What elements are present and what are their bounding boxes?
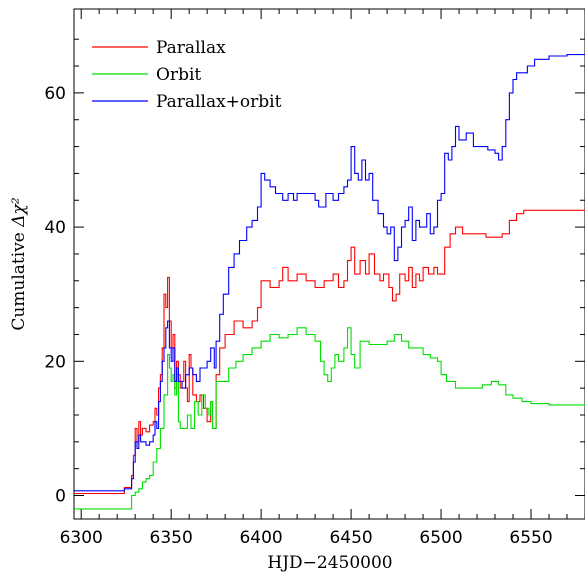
series-layer — [74, 54, 585, 510]
x-tick-label: 6400 — [239, 528, 282, 548]
y-tick-label: 60 — [44, 84, 66, 104]
x-tick-label: 6550 — [509, 528, 552, 548]
x-tick-label: 6350 — [150, 528, 193, 548]
y-axis-title-symbol: Δχ² — [9, 197, 29, 228]
plot-frame — [73, 8, 585, 520]
y-tick-label: 40 — [44, 218, 66, 238]
x-tick-label: 6450 — [329, 528, 372, 548]
y-tick-label: 20 — [44, 352, 66, 372]
x-axis-title: HJD−2450000 — [267, 553, 392, 573]
series-line-parallax — [74, 209, 585, 495]
series-line-parallax-orbit — [74, 54, 585, 492]
x-tick-label: 6500 — [419, 528, 462, 548]
series-line-orbit — [74, 327, 585, 510]
legend-label-orbit: Orbit — [156, 65, 201, 85]
legend: Parallax Orbit Parallax+orbit — [92, 38, 282, 112]
y-axis-title-prefix: Cumulative — [9, 227, 29, 331]
y-tick-label: 0 — [55, 487, 66, 507]
legend-label-parallax: Parallax — [156, 38, 226, 58]
legend-label-parallax-orbit: Parallax+orbit — [156, 92, 282, 112]
x-tick-label: 6300 — [60, 528, 103, 548]
y-axis-title: Cumulative Δχ² — [9, 197, 29, 331]
axis-ticks: 6300 6350 6400 6450 6500 6550 0 20 40 60 — [44, 9, 585, 548]
